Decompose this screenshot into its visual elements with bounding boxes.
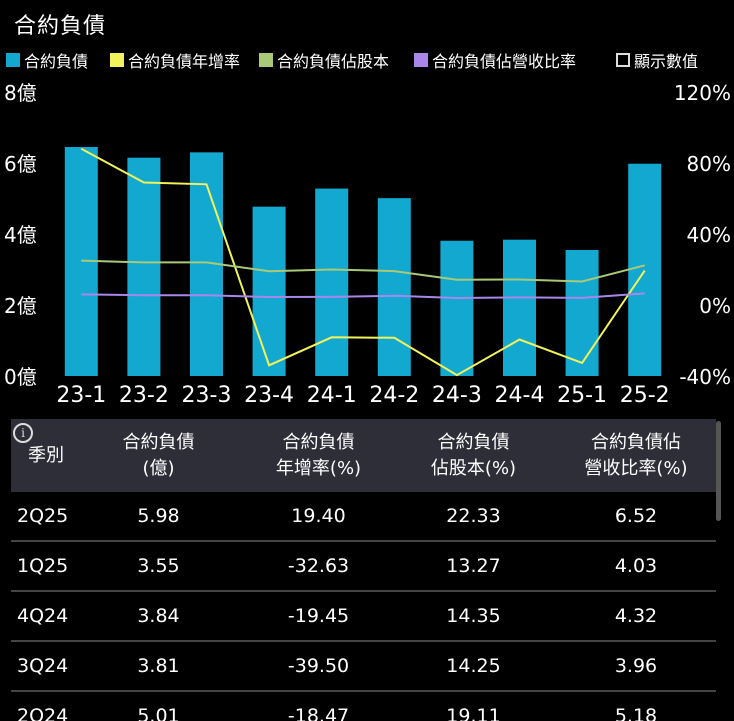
row-yoy-growth-cell: 19.40: [291, 505, 346, 527]
table-row: 1Q25 3.55 -32.63 13.27 4.03: [11, 542, 716, 592]
row-revenue-ratio-cell: 3.96: [614, 655, 658, 677]
header-share-capital-ratio: 合約負債 佔股本(%): [406, 419, 541, 492]
header-contract-liabilities: 合約負債 (億): [96, 419, 221, 492]
bar: [503, 239, 536, 376]
right-axis-tick-label: 0%: [699, 294, 731, 318]
legend-item-yoy-growth[interactable]: 合約負債年增率: [110, 48, 240, 72]
row-contract-liabilities-cell: 5.98: [137, 505, 180, 527]
legend-swatch: [259, 53, 273, 67]
row-share-capital-ratio-cell: 19.11: [446, 705, 501, 721]
checkbox-icon[interactable]: [616, 53, 630, 67]
row-revenue-ratio-cell: 4.03: [614, 555, 658, 577]
table-row: 2Q25 5.98 19.40 22.33 6.52: [11, 492, 716, 542]
x-axis-tick-label: 24-3: [432, 383, 482, 408]
show-values-label: 顯示數值: [634, 52, 699, 71]
row-quarter-cell: 4Q24: [17, 605, 69, 627]
header-label: 合約負債佔 營收比率(%): [584, 431, 688, 479]
series-line: [81, 259, 645, 283]
row-quarter-cell: 2Q24: [17, 705, 69, 721]
bar: [127, 157, 161, 376]
legend-item-revenue-ratio[interactable]: 合約負債佔營收比率: [414, 48, 576, 72]
right-axis-tick-label: 40%: [687, 223, 731, 247]
header-quarter: 季別: [11, 419, 81, 492]
header-revenue-ratio: 合約負債佔 營收比率(%): [566, 419, 706, 492]
left-axis-tick-label: 6億: [4, 152, 37, 176]
info-icon[interactable]: i: [13, 423, 33, 443]
bar: [440, 240, 474, 376]
combo-chart: 0億 2億 4億 6億 8億 -40% 0% 40% 80% 120% 23-1 23-2 23-3 23…: [4, 81, 731, 408]
legend-item-share-capital-ratio[interactable]: 合約負債佔股本: [259, 48, 389, 72]
bar: [628, 163, 662, 376]
row-share-capital-ratio-cell: 14.35: [446, 605, 501, 627]
row-share-capital-ratio-cell: 13.27: [446, 555, 501, 577]
bar: [377, 198, 411, 376]
row-quarter-cell: 3Q24: [17, 655, 69, 677]
x-axis-tick-label: 24-1: [307, 383, 357, 408]
row-contract-liabilities-cell: 3.55: [137, 555, 180, 577]
row-revenue-ratio-cell: 4.32: [614, 605, 658, 627]
header-label: 季別: [28, 444, 64, 466]
row-share-capital-ratio-cell: 22.33: [446, 505, 501, 527]
row-revenue-ratio-cell: 6.52: [614, 505, 658, 527]
series-line: [80, 147, 646, 377]
right-axis-tick-label: 80%: [687, 152, 731, 176]
bar: [252, 206, 286, 376]
table-row: 3Q24 3.81 -39.50 14.25 3.96: [11, 642, 716, 692]
show-values-toggle[interactable]: 顯示數值: [616, 48, 698, 72]
legend-label: 合約負債年增率: [128, 52, 241, 71]
row-share-capital-ratio-cell: 14.25: [446, 655, 501, 677]
header-label: 合約負債 (億): [122, 431, 195, 479]
table-row: 2Q24 5.01 -18.47 19.11 5.18: [11, 692, 716, 721]
data-table: i 季別 合約負債 (億) 合約負債 年增率(%) 合約負債 佔股本(%) 合約…: [11, 419, 716, 721]
row-revenue-ratio-cell: 5.18: [614, 705, 658, 721]
x-axis-tick-label: 24-4: [495, 383, 545, 408]
left-axis-tick-label: 2億: [4, 294, 37, 318]
table-scrollbar[interactable]: [716, 421, 721, 521]
x-axis-tick-label: 23-2: [119, 383, 169, 408]
left-axis-tick-label: 8億: [4, 81, 37, 105]
x-axis-tick-label: 24-2: [369, 383, 419, 408]
header-label: 合約負債 年增率(%): [275, 431, 362, 479]
series-line: [81, 292, 645, 299]
row-yoy-growth-cell: -39.50: [287, 655, 350, 677]
legend: 合約負債 合約負債年增率 合約負債佔股本 合約負債佔營收比率 顯示數值: [6, 48, 730, 72]
legend-swatch: [414, 53, 428, 67]
x-axis-tick-label: 25-2: [620, 383, 670, 408]
legend-label: 合約負債佔股本: [277, 52, 390, 71]
x-axis-tick-label: 23-4: [244, 383, 294, 408]
right-axis-tick-label: -40%: [679, 365, 731, 389]
row-quarter-cell: 2Q25: [17, 505, 69, 527]
legend-swatch: [110, 53, 124, 67]
row-yoy-growth-cell: -18.47: [287, 705, 350, 721]
bar: [565, 249, 599, 376]
x-axis-tick-label: 23-3: [182, 383, 232, 408]
left-axis-tick-label: 4億: [4, 223, 37, 247]
legend-label: 合約負債佔營收比率: [432, 52, 577, 71]
legend-swatch: [6, 53, 20, 67]
table-row: 4Q24 3.84 -19.45 14.35 4.32: [11, 592, 716, 642]
right-axis-tick-label: 120%: [674, 81, 731, 105]
legend-item-contract-liabilities[interactable]: 合約負債: [6, 48, 88, 72]
row-contract-liabilities-cell: 5.01: [137, 705, 180, 721]
table-header: i 季別 合約負債 (億) 合約負債 年增率(%) 合約負債 佔股本(%) 合約…: [11, 419, 716, 492]
header-label: 合約負債 佔股本(%): [430, 431, 517, 479]
legend-label: 合約負債: [24, 52, 89, 71]
row-quarter-cell: 1Q25: [17, 555, 69, 577]
left-axis-tick-label: 0億: [4, 365, 37, 389]
x-axis-tick-label: 25-1: [557, 383, 607, 408]
row-contract-liabilities-cell: 3.84: [137, 605, 180, 627]
x-axis-tick-label: 23-1: [56, 383, 106, 408]
header-yoy-growth: 合約負債 年增率(%): [251, 419, 386, 492]
bar: [315, 188, 349, 376]
row-yoy-growth-cell: -19.45: [287, 605, 350, 627]
row-yoy-growth-cell: -32.63: [287, 555, 350, 577]
row-contract-liabilities-cell: 3.81: [137, 655, 180, 677]
chart-title: 合約負債: [14, 14, 107, 39]
